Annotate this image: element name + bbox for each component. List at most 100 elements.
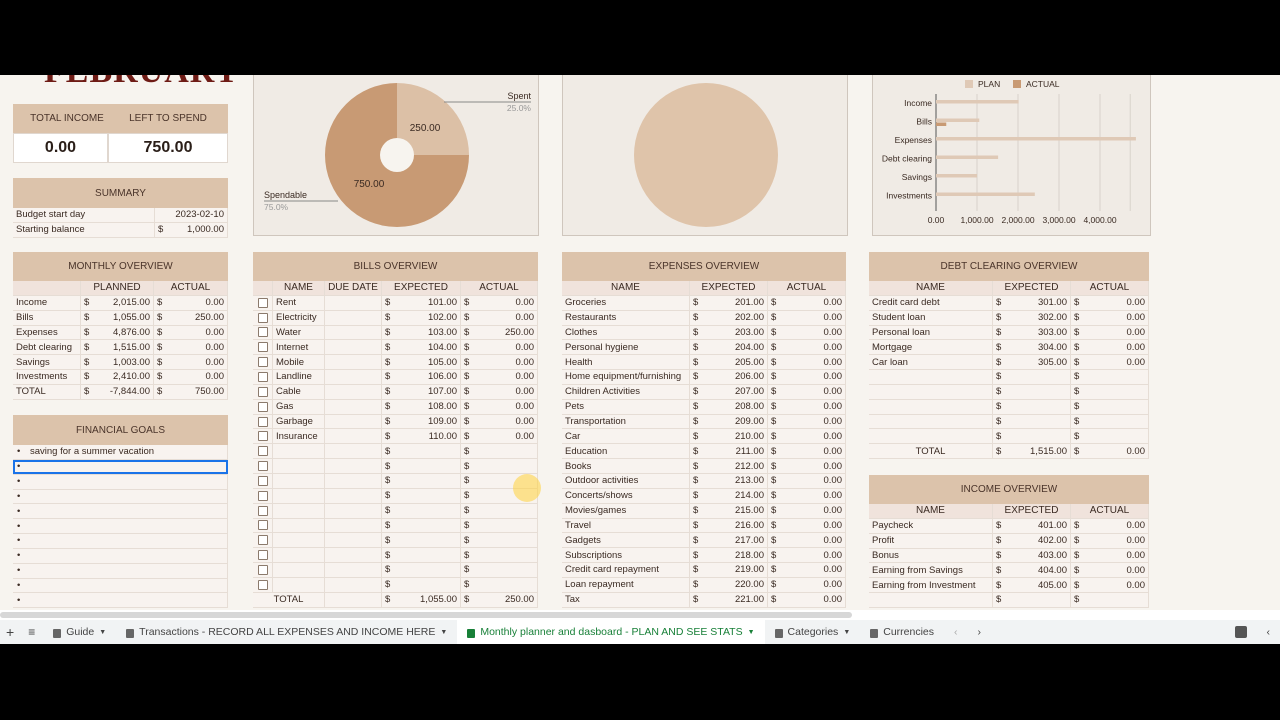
bill-name[interactable]: Water bbox=[273, 325, 325, 340]
bill-paid-checkbox[interactable] bbox=[253, 548, 273, 563]
goal-text[interactable]: • bbox=[13, 519, 228, 534]
bill-actual[interactable]: $250.00 bbox=[461, 325, 538, 340]
actual-cell[interactable]: $250.00 bbox=[154, 310, 228, 325]
row-name[interactable]: Earning from Investment bbox=[869, 578, 993, 593]
row-name[interactable]: Bonus bbox=[869, 548, 993, 563]
actual-cell[interactable]: $ bbox=[1071, 370, 1149, 384]
expected-cell[interactable]: $205.00 bbox=[690, 355, 768, 370]
bill-due-date[interactable] bbox=[325, 429, 382, 444]
bill-actual[interactable]: $0.00 bbox=[461, 370, 538, 384]
expected-cell[interactable]: $213.00 bbox=[690, 473, 768, 488]
checkbox-icon[interactable] bbox=[257, 312, 268, 323]
row-name[interactable]: Transportation bbox=[562, 414, 690, 429]
expected-cell[interactable]: $305.00 bbox=[993, 355, 1071, 370]
actual-cell[interactable]: $0.00 bbox=[768, 340, 846, 355]
goal-text[interactable]: • bbox=[13, 593, 228, 608]
expected-cell[interactable]: $212.00 bbox=[690, 459, 768, 473]
expected-cell[interactable]: $218.00 bbox=[690, 548, 768, 563]
actual-cell[interactable]: $0.00 bbox=[154, 355, 228, 370]
row-name[interactable]: Restaurants bbox=[562, 310, 690, 325]
expected-cell[interactable]: $201.00 bbox=[690, 295, 768, 310]
actual-cell[interactable]: $0.00 bbox=[154, 325, 228, 340]
tab-menu-caret-icon[interactable]: ▼ bbox=[843, 628, 851, 636]
actual-cell[interactable]: $0.00 bbox=[768, 325, 846, 340]
bill-actual[interactable]: $ bbox=[461, 503, 538, 518]
bill-name[interactable]: Cable bbox=[273, 384, 325, 399]
row-name[interactable]: Education bbox=[562, 444, 690, 459]
bill-name[interactable]: Electricity bbox=[273, 310, 325, 325]
bill-due-date[interactable] bbox=[325, 325, 382, 340]
bar-actual-bills[interactable] bbox=[936, 122, 947, 127]
bill-actual[interactable]: $0.00 bbox=[461, 384, 538, 399]
row-name[interactable]: Investments bbox=[13, 370, 81, 384]
expected-cell[interactable]: $211.00 bbox=[690, 444, 768, 459]
goal-text[interactable]: • bbox=[13, 534, 228, 548]
bill-actual[interactable]: $ bbox=[461, 533, 538, 548]
expected-cell[interactable]: $202.00 bbox=[690, 310, 768, 325]
bill-expected[interactable]: $110.00 bbox=[382, 429, 461, 444]
row-name[interactable]: TOTAL bbox=[13, 384, 81, 399]
bill-due-date[interactable] bbox=[325, 414, 382, 429]
checkbox-icon[interactable] bbox=[257, 371, 268, 382]
bill-due-date[interactable] bbox=[325, 444, 382, 459]
row-name[interactable]: Gadgets bbox=[562, 533, 690, 548]
summary-value[interactable]: $1,000.00 bbox=[155, 222, 228, 237]
row-name[interactable]: Subscriptions bbox=[562, 548, 690, 563]
bill-actual[interactable]: $ bbox=[461, 548, 538, 563]
expected-cell[interactable]: $209.00 bbox=[690, 414, 768, 429]
bill-due-date[interactable] bbox=[325, 340, 382, 355]
row-name[interactable]: Children Activities bbox=[562, 384, 690, 399]
expected-cell[interactable]: $220.00 bbox=[690, 577, 768, 592]
actual-cell[interactable]: $0.00 bbox=[768, 577, 846, 592]
sheet-tab[interactable]: Categories ▼ bbox=[765, 620, 861, 644]
bill-name[interactable] bbox=[273, 488, 325, 503]
bill-name[interactable] bbox=[273, 548, 325, 563]
row-name[interactable] bbox=[869, 384, 993, 399]
bill-expected[interactable]: $106.00 bbox=[382, 370, 461, 384]
expected-cell[interactable]: $1,515.00 bbox=[993, 444, 1071, 459]
expected-cell[interactable]: $210.00 bbox=[690, 429, 768, 444]
goal-text[interactable]: • bbox=[13, 578, 228, 593]
checkbox-icon[interactable] bbox=[257, 342, 268, 353]
expected-cell[interactable]: $208.00 bbox=[690, 399, 768, 414]
bill-due-date[interactable] bbox=[325, 518, 382, 533]
row-name[interactable]: Outdoor activities bbox=[562, 473, 690, 488]
bill-due-date[interactable] bbox=[325, 488, 382, 503]
bill-paid-checkbox[interactable] bbox=[253, 355, 273, 370]
row-name[interactable]: Loan repayment bbox=[562, 577, 690, 592]
row-name[interactable]: Movies/games bbox=[562, 503, 690, 518]
row-name[interactable]: Health bbox=[562, 355, 690, 370]
actual-cell[interactable]: $0.00 bbox=[1071, 295, 1149, 310]
expected-cell[interactable]: $405.00 bbox=[993, 578, 1071, 593]
scroll-tabs-right-icon[interactable]: › bbox=[977, 626, 982, 638]
bill-paid-checkbox[interactable] bbox=[253, 399, 273, 414]
actual-cell[interactable]: $ bbox=[1071, 429, 1149, 444]
expected-cell[interactable]: $221.00 bbox=[690, 592, 768, 607]
row-name[interactable] bbox=[869, 429, 993, 444]
checkbox-icon[interactable] bbox=[257, 357, 268, 368]
row-name[interactable]: Travel bbox=[562, 518, 690, 533]
bill-name[interactable]: Insurance bbox=[273, 429, 325, 444]
bill-expected[interactable]: $ bbox=[382, 548, 461, 563]
actual-cell[interactable]: $0.00 bbox=[1071, 578, 1149, 593]
actual-cell[interactable]: $ bbox=[1071, 593, 1149, 607]
checkbox-icon[interactable] bbox=[257, 386, 268, 397]
actual-cell[interactable]: $0.00 bbox=[768, 533, 846, 548]
checkbox-icon[interactable] bbox=[257, 431, 268, 442]
checkbox-icon[interactable] bbox=[257, 564, 268, 575]
expected-cell[interactable]: $4,876.00 bbox=[81, 325, 154, 340]
row-name[interactable]: Personal hygiene bbox=[562, 340, 690, 355]
row-name[interactable]: Bills bbox=[13, 310, 81, 325]
actual-cell[interactable]: $0.00 bbox=[1071, 310, 1149, 325]
bill-paid-checkbox[interactable] bbox=[253, 577, 273, 592]
bill-paid-checkbox[interactable] bbox=[253, 414, 273, 429]
expected-cell[interactable]: $ bbox=[993, 384, 1071, 399]
row-name[interactable]: Mortgage bbox=[869, 340, 993, 355]
expected-cell[interactable]: $ bbox=[993, 429, 1071, 444]
checkbox-icon[interactable] bbox=[257, 550, 268, 561]
expected-cell[interactable]: $217.00 bbox=[690, 533, 768, 548]
bill-due-date[interactable] bbox=[325, 384, 382, 399]
bill-name[interactable] bbox=[273, 444, 325, 459]
actual-cell[interactable]: $ bbox=[1071, 384, 1149, 399]
bill-expected[interactable]: $ bbox=[382, 473, 461, 488]
